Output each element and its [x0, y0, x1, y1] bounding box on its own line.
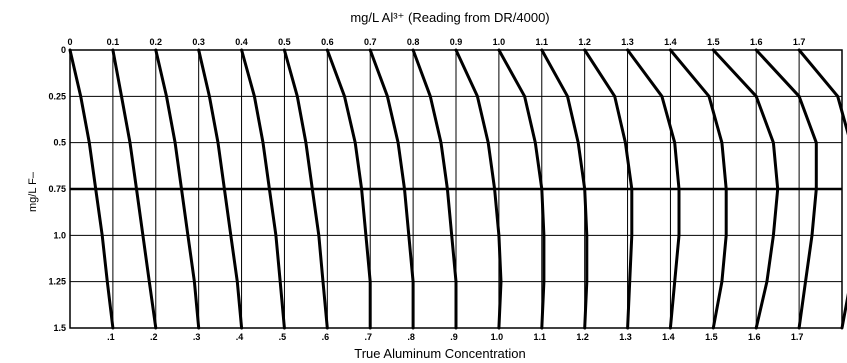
curve-1_0 [454, 48, 503, 330]
top-tick-label: 1.5 [707, 37, 720, 47]
top-tick-label: 0.8 [407, 37, 420, 47]
top-tick-label: 1.6 [750, 37, 763, 47]
curve-1_8 [797, 48, 847, 330]
curve-1_1 [497, 48, 546, 330]
top-tick-label: 0.9 [450, 37, 463, 47]
curves [68, 48, 847, 330]
top-tick-label: 1.4 [664, 37, 677, 47]
bottom-tick-label: .6 [322, 332, 330, 342]
curve-1_4 [626, 48, 681, 330]
y-tick-label: 0.25 [48, 91, 66, 101]
top-tick-label: 0.4 [235, 37, 248, 47]
curve-_9 [411, 48, 458, 330]
curve-1_7 [754, 48, 818, 330]
top-tick-label: 0.7 [364, 37, 377, 47]
curve-_1 [68, 48, 115, 330]
curve-_3 [154, 48, 201, 330]
top-tick-label: 0.1 [107, 37, 120, 47]
bottom-tick-label: .5 [279, 332, 287, 342]
top-tick-label: 0.6 [321, 37, 334, 47]
bottom-tick-label: .4 [236, 332, 244, 342]
bottom-tick-label: .7 [364, 332, 372, 342]
bottom-tick-label: 1.3 [619, 332, 632, 342]
chart-title: mg/L Al³⁺ (Reading from DR/4000) [350, 10, 549, 25]
tick-labels: 0 0.25 0.5 0.75 1.0 1.25 1.5 0 0.1 0.2 0.3 0.4 0.5 0.… [48, 37, 805, 342]
bottom-tick-label: .3 [193, 332, 201, 342]
curve-_2 [111, 48, 158, 330]
top-tick-label: 1.1 [536, 37, 549, 47]
curve-_4 [197, 48, 244, 330]
y-tick-label: 0.75 [48, 184, 66, 194]
bottom-tick-label: .2 [150, 332, 158, 342]
y-tick-label: 1.25 [48, 277, 66, 287]
bottom-tick-label: 1.7 [791, 332, 804, 342]
bottom-tick-label: .9 [450, 332, 458, 342]
bottom-tick-label: .1 [107, 332, 115, 342]
bottom-tick-label: 1.2 [576, 332, 589, 342]
y-tick-label: 1.5 [53, 323, 66, 333]
top-tick-label: 0.3 [192, 37, 205, 47]
top-tick-label: 0.5 [278, 37, 291, 47]
curve-1_6 [711, 48, 780, 330]
curve-_6 [282, 48, 329, 330]
bottom-tick-label: 1.0 [491, 332, 504, 342]
curve-1_2 [540, 48, 589, 330]
curve-_8 [368, 48, 415, 330]
y-tick-label: 1.0 [53, 230, 66, 240]
top-tick-label: 1.0 [493, 37, 506, 47]
top-tick-label: 0.2 [150, 37, 163, 47]
bottom-tick-label: 1.4 [662, 332, 675, 342]
top-tick-label: 0 [67, 37, 72, 47]
bottom-tick-label: 1.6 [748, 332, 761, 342]
y-tick-label: 0.5 [53, 138, 66, 148]
curve-1_3 [583, 48, 634, 330]
y-tick-label: 0 [61, 45, 66, 55]
curve-1_5 [668, 48, 728, 330]
x-axis-label: True Aluminum Concentration [354, 346, 526, 361]
top-tick-label: 1.2 [578, 37, 591, 47]
bottom-tick-label: 1.1 [534, 332, 547, 342]
top-tick-label: 1.3 [621, 37, 634, 47]
curve-_7 [325, 48, 372, 330]
y-axis-label: mg/L F– [27, 171, 39, 212]
bottom-tick-label: .8 [407, 332, 415, 342]
curve-_5 [240, 48, 286, 330]
bottom-tick-label: 1.5 [705, 332, 718, 342]
top-tick-label: 1.7 [793, 37, 806, 47]
